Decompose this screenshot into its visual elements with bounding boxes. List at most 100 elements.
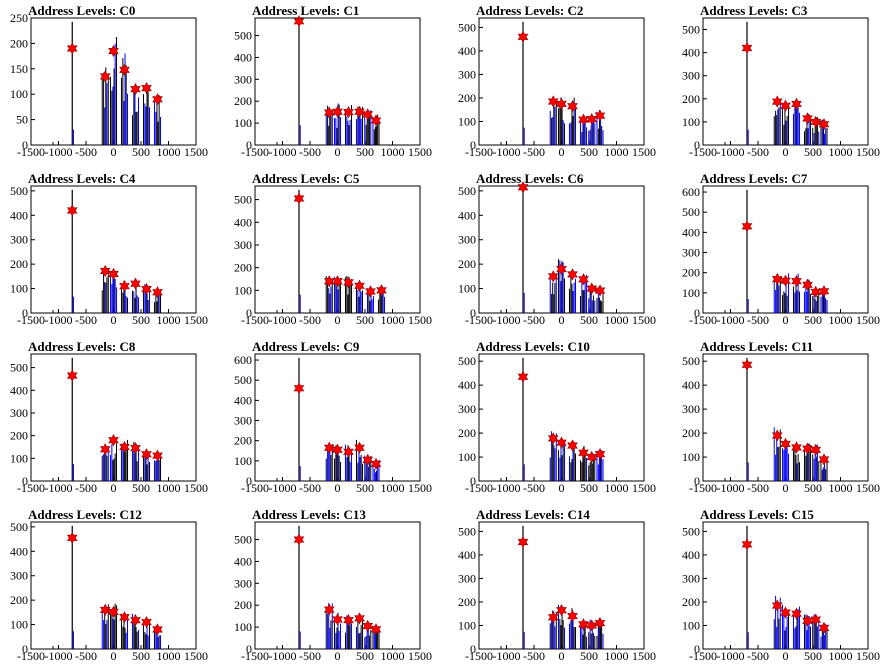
x-tick-label: 1500 (184, 481, 208, 495)
peak-marker (741, 41, 753, 55)
chart-title: Address Levels: C13 (252, 507, 366, 522)
y-tick-label: 200 (234, 261, 252, 275)
x-tick-label: 0 (559, 313, 565, 327)
chart-panel: Address Levels: C9 0 100 200 300 400 500 600 -15… (224, 336, 448, 504)
chart-title: Address Levels: C12 (28, 507, 142, 522)
peak-marker (517, 370, 529, 383)
chart-panel: Address Levels: C10 0 100 200 300 400 500 -1500… (448, 336, 672, 504)
chart-svg: Address Levels: C14 0 100 200 300 400 500 -1500… (458, 507, 656, 663)
peak-marker (370, 114, 382, 127)
chart-panel: Address Levels: C12 0 100 200 300 400 500 -1500… (0, 504, 224, 672)
peak-marker (343, 106, 354, 119)
y-tick-label: 200 (10, 36, 28, 50)
y-tick-label: 300 (10, 569, 28, 583)
peak-marker (818, 453, 830, 466)
peak-marker (130, 614, 141, 627)
plot-frame (254, 185, 421, 314)
x-tick-label: 1500 (184, 145, 208, 159)
x-tick-label: -500 (75, 313, 97, 327)
y-tick-label: 100 (10, 87, 28, 101)
x-tick-label: 500 (804, 313, 822, 327)
y-tick-label: 200 (682, 266, 700, 280)
chart-title: Address Levels: C14 (476, 507, 590, 522)
x-tick-label: 1000 (829, 313, 853, 327)
peak-marker (594, 284, 606, 297)
peak-marker (332, 105, 343, 118)
peak-marker (547, 611, 559, 624)
x-tick-label: 0 (559, 649, 565, 663)
plot-frame (702, 521, 869, 650)
x-tick-label: 1500 (856, 481, 880, 495)
peak-marker (780, 274, 791, 287)
peak-marker (99, 70, 111, 83)
x-tick-label: 1000 (829, 145, 853, 159)
chart-svg: Address Levels: C20100200300400500-1500-… (458, 3, 656, 159)
y-tick-label: 400 (234, 393, 252, 407)
peak-marker (818, 621, 830, 634)
y-tick-label: 200 (682, 426, 700, 440)
y-tick-label: 300 (10, 406, 28, 420)
y-tick-label: 500 (458, 354, 476, 368)
peak-marker (771, 95, 783, 108)
x-tick-label: 500 (356, 145, 374, 159)
y-tick-label: 500 (458, 184, 476, 198)
x-tick-label: 0 (559, 481, 565, 495)
chart-panel: Address Levels: C5 0 100 200 300 400 500 -1500-… (224, 168, 448, 336)
x-tick-label: 500 (356, 649, 374, 663)
x-tick-label: -1000 (717, 649, 745, 663)
peak-marker (578, 273, 589, 286)
x-tick-label: -500 (75, 649, 97, 663)
chart-svg: Address Levels: C9 0 100 200 300 400 500 600 -15… (234, 339, 432, 495)
chart-svg: Address Levels: C0 0 50 100 150 200 250 -1500 -1… (10, 3, 208, 159)
chart-title: Address Levels: C5 (252, 171, 360, 186)
x-tick-label: -1500 (241, 145, 269, 159)
x-tick-label: -1000 (493, 481, 521, 495)
y-tick-label: 500 (458, 20, 476, 34)
x-tick-label: 1000 (157, 481, 181, 495)
peak-marker (567, 268, 578, 281)
chart-svg: Address Levels: C12 0 100 200 300 400 500 -1500… (10, 507, 208, 663)
chart-title: Address Levels: C6 (476, 171, 584, 186)
peak-marker (370, 623, 382, 636)
x-tick-label: -500 (747, 481, 769, 495)
y-tick-label: 200 (682, 92, 700, 106)
chart-panel: Address Levels: C1 0 100 200 300 400 500 -1500-… (224, 0, 448, 168)
x-tick-label: -1000 (269, 649, 297, 663)
x-tick-label: -1000 (493, 649, 521, 663)
plot-frame (30, 185, 197, 314)
x-tick-label: 0 (783, 145, 789, 159)
chart-title: Address Levels: C8 (28, 339, 136, 354)
y-tick-label: 300 (458, 67, 476, 81)
y-tick-label: 0 (246, 138, 252, 152)
chart-title: Address Levels: C9 (252, 339, 360, 354)
peak-marker (66, 531, 78, 545)
y-tick-label: 400 (458, 208, 476, 222)
y-tick-label: 100 (458, 450, 476, 464)
x-tick-label: 500 (580, 145, 598, 159)
peak-marker (141, 81, 152, 95)
peak-marker (810, 115, 822, 129)
y-tick-label: 200 (10, 257, 28, 271)
x-tick-label: -500 (299, 649, 321, 663)
peak-marker (556, 604, 567, 617)
chart-svg: Address Levels: C7 0 100 200 300 400 500 600 -15… (682, 171, 880, 327)
x-tick-label: 500 (132, 313, 150, 327)
y-tick-label: 100 (234, 454, 252, 468)
chart-title: Address Levels: C0 (28, 3, 135, 18)
x-tick-label: 500 (804, 649, 822, 663)
y-tick-label: 0 (694, 474, 700, 488)
x-tick-label: -1000 (717, 481, 745, 495)
peak-marker (354, 105, 365, 118)
peak-marker (332, 613, 343, 626)
peak-marker (293, 15, 305, 28)
chart-title: Address Levels: C3 (700, 3, 808, 18)
plot-frame (30, 521, 197, 650)
peak-marker (362, 108, 374, 121)
x-tick-label: -1500 (241, 313, 269, 327)
peak-marker (130, 82, 141, 96)
y-tick-label: 400 (234, 215, 252, 229)
x-tick-label: -500 (75, 145, 97, 159)
chart-panel: Address Levels: C2 0 100 200 300 400 500 -1500-… (448, 0, 672, 168)
x-tick-label: -1500 (17, 481, 45, 495)
x-tick-label: 1500 (632, 313, 656, 327)
